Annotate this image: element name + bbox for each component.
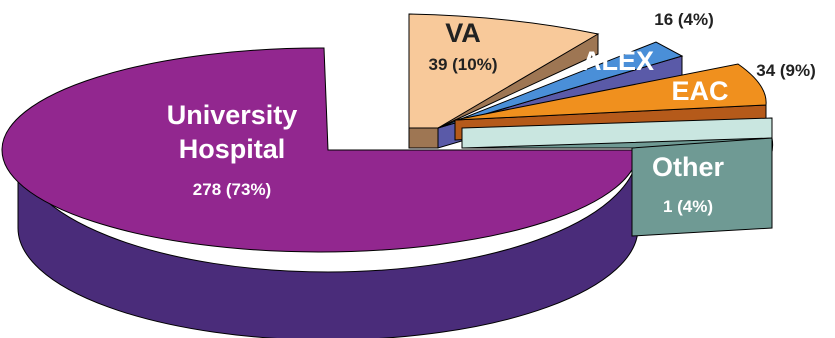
slice-eac-top (454, 63, 767, 121)
value-other: 1 (4%) (663, 197, 713, 216)
value-eac: 34 (9%) (756, 61, 816, 80)
slice-other (461, 117, 774, 237)
labels: University Hospital 278 (73%) VA 39 (10%… (167, 10, 816, 216)
value-university-hospital: 278 (73%) (193, 180, 271, 199)
value-alex: 16 (4%) (654, 10, 714, 29)
label-university-hospital-line1: University (167, 100, 298, 130)
slice-va-top (408, 13, 600, 129)
label-eac: EAC (671, 76, 728, 106)
value-va: 39 (10%) (429, 55, 498, 74)
slice-va (408, 13, 600, 149)
label-alex: ALEX (582, 46, 654, 76)
slice-university-hospital-top (1, 47, 639, 253)
slice-other-front (631, 137, 773, 237)
slice-alex-top (437, 41, 684, 129)
label-va: VA (445, 18, 481, 48)
label-university-hospital-line2: Hospital (179, 134, 286, 164)
label-other: Other (652, 152, 725, 182)
